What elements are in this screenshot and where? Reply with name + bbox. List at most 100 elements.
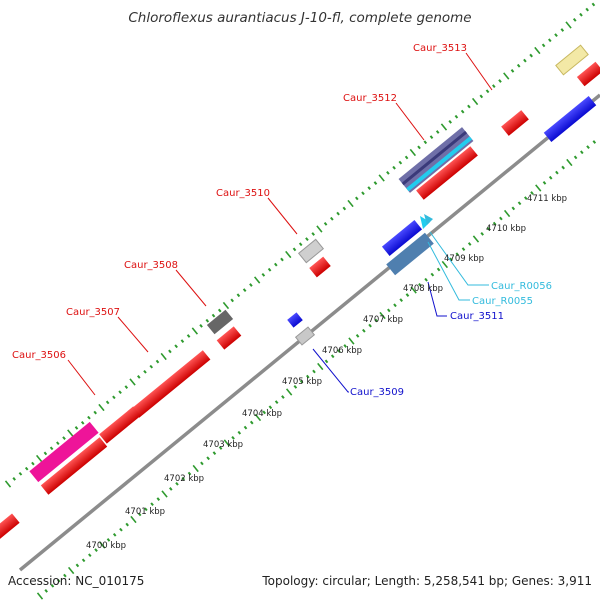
tick-mark xyxy=(67,429,74,437)
scale-label: 4706 kbp xyxy=(322,346,362,356)
tick-mark xyxy=(586,145,590,150)
tick-mark xyxy=(56,441,60,446)
tick-mark xyxy=(186,334,191,338)
tick-mark xyxy=(299,379,304,384)
gene-box xyxy=(216,326,242,350)
tick-mark xyxy=(74,426,79,430)
tick-mark xyxy=(200,461,204,466)
tick-mark xyxy=(441,260,449,269)
tick-mark xyxy=(306,374,310,379)
tick-mark xyxy=(81,558,86,563)
tick-mark xyxy=(218,446,223,450)
feature-label: Caur_3513 xyxy=(413,43,467,54)
tick-mark xyxy=(517,201,522,206)
feature-label: Caur_3510 xyxy=(216,188,270,199)
tick-mark xyxy=(535,184,542,192)
gene-box xyxy=(131,350,211,418)
tick-mark xyxy=(12,477,16,481)
gene-box xyxy=(294,326,316,346)
gene-box xyxy=(206,309,234,335)
tick-mark xyxy=(205,318,210,323)
scale-label: 4702 kbp xyxy=(164,474,204,484)
tick-mark xyxy=(368,323,372,328)
scale-label: 4707 kbp xyxy=(363,315,403,325)
tick-mark xyxy=(222,301,230,310)
tick-mark xyxy=(75,563,80,568)
reverse-strand-features xyxy=(287,95,597,346)
scale-label: 4705 kbp xyxy=(282,377,322,387)
tick-mark xyxy=(330,354,335,359)
tick-mark xyxy=(316,225,323,233)
tick-mark xyxy=(156,497,161,501)
tick-mark xyxy=(510,68,515,73)
tick-mark xyxy=(187,471,192,476)
tick-mark xyxy=(249,420,254,425)
tick-mark xyxy=(393,303,397,308)
feature-label: Caur_3508 xyxy=(124,260,178,271)
tick-mark xyxy=(160,352,167,361)
tick-mark xyxy=(49,446,54,451)
tick-mark xyxy=(87,415,91,420)
tick-mark xyxy=(337,349,341,354)
tick-mark xyxy=(324,359,329,364)
tick-mark xyxy=(274,400,279,405)
tick-mark xyxy=(347,199,354,208)
tick-mark xyxy=(106,538,111,542)
tick-mark xyxy=(436,267,441,272)
tick-mark xyxy=(161,490,168,498)
tick-mark xyxy=(417,145,421,150)
tick-mark xyxy=(31,461,35,466)
tick-mark xyxy=(4,480,12,488)
tick-mark xyxy=(253,276,261,284)
tick-mark xyxy=(281,395,285,399)
tick-mark xyxy=(461,247,466,252)
tick-mark xyxy=(418,282,422,287)
tick-mark xyxy=(56,578,61,583)
tick-mark xyxy=(98,403,105,412)
tick-mark xyxy=(217,308,222,313)
feature-label: Caur_3507 xyxy=(66,307,120,318)
tick-mark xyxy=(174,344,178,349)
gene-box xyxy=(543,95,597,143)
tick-mark xyxy=(129,378,136,386)
gene-box xyxy=(297,238,325,264)
tick-mark xyxy=(542,180,547,185)
tick-mark xyxy=(24,466,29,471)
tick-mark xyxy=(566,158,573,167)
tick-mark xyxy=(492,84,496,89)
tick-mark xyxy=(467,242,472,246)
scale-label: 4701 kbp xyxy=(125,507,165,517)
tick-mark xyxy=(175,481,179,486)
forward-strand-features xyxy=(0,44,600,541)
tick-mark xyxy=(105,400,110,405)
gene-box xyxy=(309,256,331,278)
tick-mark xyxy=(480,231,484,236)
tick-mark xyxy=(119,527,123,532)
tick-mark xyxy=(292,247,297,252)
tick-mark xyxy=(261,272,266,277)
feature-label: Caur_R0055 xyxy=(472,296,533,307)
tick-mark xyxy=(387,308,391,313)
tick-mark xyxy=(565,21,572,29)
scale-label: 4710 kbp xyxy=(486,224,526,234)
feature-label: Caur_3511 xyxy=(450,311,504,322)
tick-mark xyxy=(149,364,154,369)
tick-mark xyxy=(348,337,355,345)
tick-mark xyxy=(573,155,578,160)
gene-box xyxy=(40,437,108,495)
tick-mark xyxy=(362,328,366,333)
tick-mark xyxy=(454,114,459,119)
tick-mark xyxy=(80,420,85,425)
gene-box xyxy=(398,127,474,193)
tick-mark xyxy=(199,323,203,328)
scale-label: 4711 kbp xyxy=(527,194,567,204)
tick-mark xyxy=(293,384,298,389)
tick-mark xyxy=(579,12,583,17)
tick-mark xyxy=(93,410,97,415)
tick-mark xyxy=(231,435,235,440)
tick-mark xyxy=(386,170,390,175)
tick-mark xyxy=(223,439,231,447)
tick-mark xyxy=(379,311,386,320)
tick-mark xyxy=(298,242,303,247)
tick-mark xyxy=(516,63,521,68)
